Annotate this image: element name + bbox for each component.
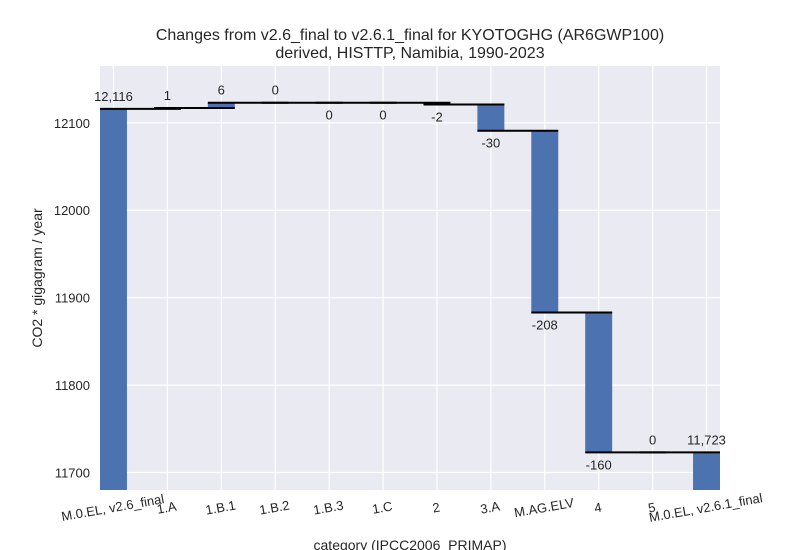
bar	[531, 130, 559, 313]
bar	[477, 104, 505, 131]
x-tick-label: 3.A	[479, 498, 501, 516]
x-axis-label: category (IPCC2006_PRIMAP)	[314, 537, 507, 550]
y-tick-label: 12100	[54, 116, 90, 131]
y-axis-label: CO2 * gigagram / year	[29, 208, 45, 348]
x-tick-label: 1.B.1	[204, 498, 237, 518]
x-tick-label: 1.A	[156, 498, 178, 516]
bar	[693, 452, 720, 490]
y-tick-label: 12000	[54, 203, 90, 218]
y-tick-label: 11700	[55, 466, 90, 481]
x-tick-label: 5	[647, 500, 657, 516]
chart-title: Changes from v2.6_final to v2.6.1_final …	[156, 27, 664, 44]
data-label: -208	[532, 318, 558, 333]
data-label: 0	[272, 83, 279, 98]
chart-subtitle: derived, HISTTP, Namibia, 1990-2023	[275, 45, 544, 62]
data-label: 0	[379, 108, 386, 123]
data-label: -2	[431, 109, 443, 124]
data-label: -160	[586, 457, 612, 472]
y-tick-label: 11900	[55, 291, 90, 306]
bar	[100, 108, 127, 491]
bar	[585, 312, 613, 453]
bars	[100, 102, 720, 491]
bar	[207, 102, 235, 108]
x-tick-label: 1.B.3	[312, 498, 345, 518]
data-label: 1	[164, 88, 171, 103]
data-label: 11,723	[687, 432, 726, 447]
plot-area	[100, 66, 720, 490]
data-label: 6	[218, 83, 225, 98]
x-tick-label: 2	[431, 500, 441, 516]
data-label: 0	[326, 108, 333, 123]
y-axis-ticks: 11700 11800 11900 12000 12100	[54, 116, 90, 481]
x-tick-label: M.AG.ELV	[513, 495, 575, 520]
x-tick-label: 1.B.2	[258, 498, 291, 518]
x-tick-label: 1.C	[371, 498, 394, 516]
data-label: 0	[649, 432, 656, 447]
x-tick-label: M.0.EL, v2.6_final	[60, 491, 165, 524]
connector-lines	[100, 101, 720, 454]
data-label: -30	[481, 136, 500, 151]
x-tick-label: 4	[593, 500, 603, 516]
x-tick-label: M.0.EL, v2.6.1_final	[648, 490, 764, 525]
y-tick-label: 11800	[55, 378, 90, 393]
data-label: 12,116	[94, 89, 133, 104]
data-labels: 12,116 1 6 0 0 0 -2 -30 -208 -160 0 11,723	[94, 83, 726, 473]
